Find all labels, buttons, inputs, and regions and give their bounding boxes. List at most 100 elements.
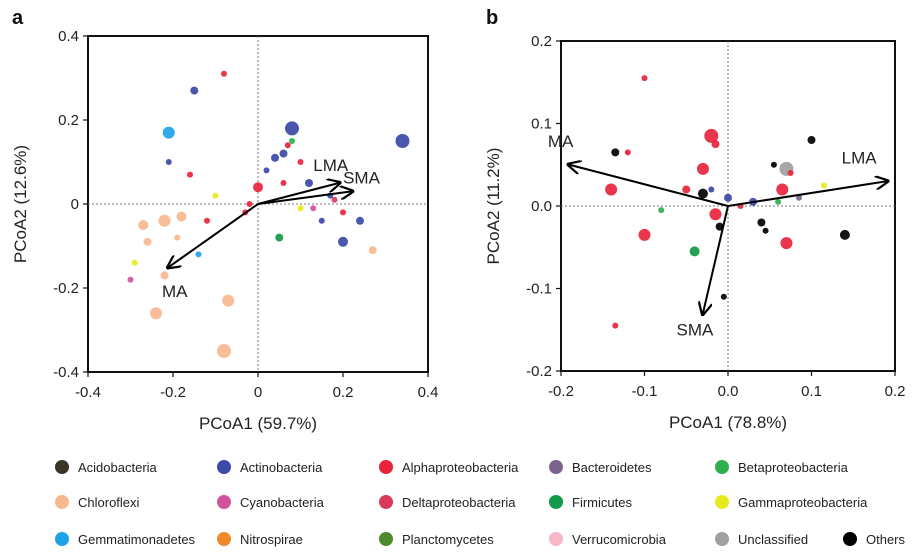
data-point <box>174 234 181 241</box>
legend-label: Verrucomicrobia <box>572 532 667 547</box>
data-point <box>724 193 732 202</box>
legend-swatch <box>715 495 729 509</box>
legend-item: Alphaproteobacteria <box>379 460 519 475</box>
legend-swatch <box>217 495 231 509</box>
legend-item: Bacteroidetes <box>549 460 652 475</box>
y-tick-label: 0.2 <box>58 112 79 129</box>
data-point <box>708 186 715 193</box>
data-point <box>131 259 138 266</box>
legend-item: Gammaproteobacteria <box>715 495 868 510</box>
x-tick-label: -0.2 <box>160 384 186 401</box>
legend-swatch <box>379 460 393 474</box>
data-point <box>795 194 802 201</box>
legend-swatch <box>217 532 231 546</box>
legend-label: Acidobacteria <box>78 460 158 475</box>
y-axis-label: PCoA2 (11.2%) <box>484 148 503 265</box>
vector-arrow <box>169 203 259 267</box>
data-point <box>682 185 691 194</box>
y-tick-label: -0.2 <box>53 280 79 297</box>
data-point <box>271 153 279 162</box>
y-tick-label: 0 <box>71 196 79 213</box>
legend-swatch <box>55 532 69 546</box>
legend-item: Deltaproteobacteria <box>379 495 516 510</box>
data-point <box>757 218 766 227</box>
legend-swatch <box>217 460 231 474</box>
legend-item: Firmicutes <box>549 495 632 510</box>
legend-swatch <box>843 532 857 546</box>
legend-item: Cyanobacteria <box>217 495 325 510</box>
data-point <box>160 271 169 280</box>
data-point <box>641 75 648 82</box>
y-tick-label: 0.4 <box>58 28 79 45</box>
data-point <box>611 148 620 157</box>
data-point <box>190 86 199 95</box>
x-tick-label: -0.4 <box>75 384 101 401</box>
data-point <box>263 167 270 174</box>
legend-item: Verrucomicrobia <box>549 532 667 547</box>
legend-label: Gammaproteobacteria <box>738 495 868 510</box>
legend-label: Nitrospirae <box>240 532 303 547</box>
legend-swatch <box>379 495 393 509</box>
legend-item: Others <box>843 532 906 547</box>
data-point <box>638 228 651 241</box>
legend-swatch <box>379 532 393 546</box>
legend-label: Cyanobacteria <box>240 495 325 510</box>
legend-item: Gemmatimonadetes <box>55 532 196 547</box>
vector-label: LMA <box>842 148 878 167</box>
data-point <box>305 179 313 187</box>
legend-swatch <box>715 460 729 474</box>
data-point <box>839 229 850 240</box>
x-tick-label: 0 <box>254 384 262 401</box>
x-tick-label: 0.4 <box>418 384 439 401</box>
legend-item: Chloroflexi <box>55 495 140 510</box>
legend-swatch <box>549 495 563 509</box>
legend-swatch <box>55 460 69 474</box>
legend-swatch <box>715 532 729 546</box>
x-axis-label: PCoA1 (78.8%) <box>669 413 787 432</box>
vector-arrow <box>257 183 339 205</box>
legend-label: Others <box>866 532 906 547</box>
legend-label: Actinobacteria <box>240 460 323 475</box>
x-tick-label: -0.1 <box>632 383 658 400</box>
vector-arrow <box>703 205 729 313</box>
legend-label: Firmicutes <box>572 495 632 510</box>
y-tick-label: 0.1 <box>531 116 552 133</box>
data-point <box>711 140 720 149</box>
data-point <box>187 171 193 178</box>
data-point <box>253 182 263 193</box>
data-point <box>821 182 828 189</box>
panel-b: -0.2 -0.1 0.0 0.1 0.2 0.2 0.1 0.0 -0.1 -0.2 PCoA1 … <box>484 7 905 432</box>
data-point <box>279 149 288 158</box>
data-point <box>356 216 364 225</box>
legend-label: Alphaproteobacteria <box>402 460 519 475</box>
data-point <box>212 192 219 199</box>
vector-arrow <box>569 165 729 207</box>
y-tick-label: 0.0 <box>531 198 552 215</box>
legend-item: Nitrospirae <box>217 532 303 547</box>
data-point <box>318 217 325 224</box>
data-point <box>720 293 727 300</box>
vector-arrow <box>727 181 887 207</box>
legend-label: Chloroflexi <box>78 495 140 510</box>
data-point <box>770 161 777 168</box>
legend-swatch <box>55 495 69 509</box>
data-point <box>280 180 287 186</box>
data-point <box>221 70 227 77</box>
data-point <box>696 162 709 175</box>
data-point <box>158 214 171 227</box>
legend-label: Planctomycetes <box>402 532 494 547</box>
data-point <box>217 344 231 358</box>
legend-swatch <box>549 532 563 546</box>
x-axis-label: PCoA1 (59.7%) <box>199 414 317 433</box>
data-point <box>195 251 202 258</box>
legend: Acidobacteria Actinobacteria Alphaproteoba… <box>55 460 906 547</box>
x-tick-label: -0.2 <box>548 383 574 400</box>
panel-label: b <box>486 7 498 29</box>
data-point <box>143 237 152 246</box>
data-point <box>689 246 700 257</box>
data-point <box>368 246 377 255</box>
legend-item: Acidobacteria <box>55 460 158 475</box>
data-point <box>624 149 631 156</box>
data-point <box>127 276 134 283</box>
x-tick-label: 0.2 <box>333 384 354 401</box>
